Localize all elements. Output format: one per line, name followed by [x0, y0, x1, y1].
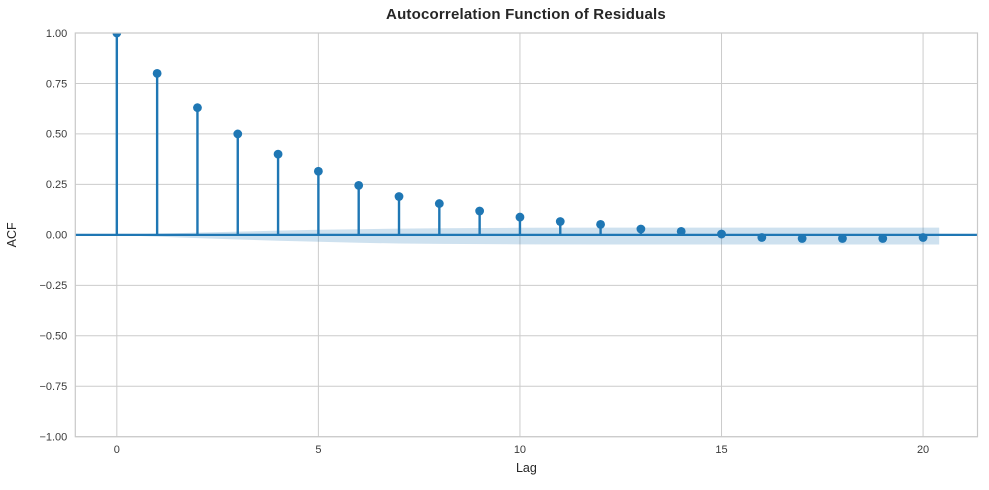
- acf-marker: [555, 217, 565, 226]
- y-tick-label: −0.75: [39, 381, 67, 393]
- acf-marker: [354, 180, 364, 190]
- acf-marker: [717, 229, 726, 239]
- acf-marker: [515, 212, 525, 222]
- acf-marker: [152, 68, 162, 78]
- confidence-band-layer: [136, 227, 940, 245]
- acf-series-layer: [75, 33, 978, 243]
- chart-title: Autocorrelation Function of Residuals: [386, 6, 666, 23]
- plot-border: [74, 32, 979, 438]
- plot-border-layer: [74, 32, 979, 438]
- y-tick-label: 0.75: [46, 78, 67, 90]
- x-tick-label: 10: [514, 444, 526, 456]
- y-axis-label: ACF: [5, 222, 19, 247]
- y-tick-label: 1.00: [46, 28, 67, 40]
- y-tick-label: −0.50: [39, 331, 67, 343]
- acf-marker: [313, 166, 323, 176]
- acf-marker: [838, 234, 847, 243]
- y-tick-label: −1.00: [39, 432, 67, 444]
- confidence-band: [136, 227, 940, 245]
- x-tick-label: 20: [917, 444, 929, 456]
- acf-marker: [636, 224, 646, 234]
- acf-marker: [112, 33, 122, 38]
- tick-labels-layer: 1.00 0.75 0.50 0.25 0.00 −0.25 −0.50 −0.75 −1.00…: [39, 28, 929, 456]
- acf-marker: [475, 206, 485, 216]
- y-tick-label: −0.25: [39, 280, 67, 292]
- acf-marker: [596, 219, 605, 229]
- acf-marker: [394, 192, 404, 201]
- y-tick-label: 0.25: [46, 179, 67, 191]
- acf-marker: [434, 199, 444, 208]
- y-tick-label: 0.00: [46, 230, 67, 242]
- acf-marker: [757, 233, 767, 242]
- x-tick-label: 5: [315, 444, 321, 456]
- acf-marker: [797, 234, 807, 243]
- acf-marker: [918, 233, 928, 242]
- acf-marker: [676, 227, 686, 236]
- acf-marker: [193, 103, 202, 113]
- x-axis-label: Lag: [516, 461, 537, 475]
- acf-marker: [878, 234, 888, 243]
- acf-marker: [233, 129, 243, 139]
- x-tick-label: 15: [715, 444, 727, 456]
- acf-marker: [273, 149, 283, 159]
- y-tick-label: 0.50: [46, 129, 67, 141]
- x-tick-label: 0: [114, 444, 120, 456]
